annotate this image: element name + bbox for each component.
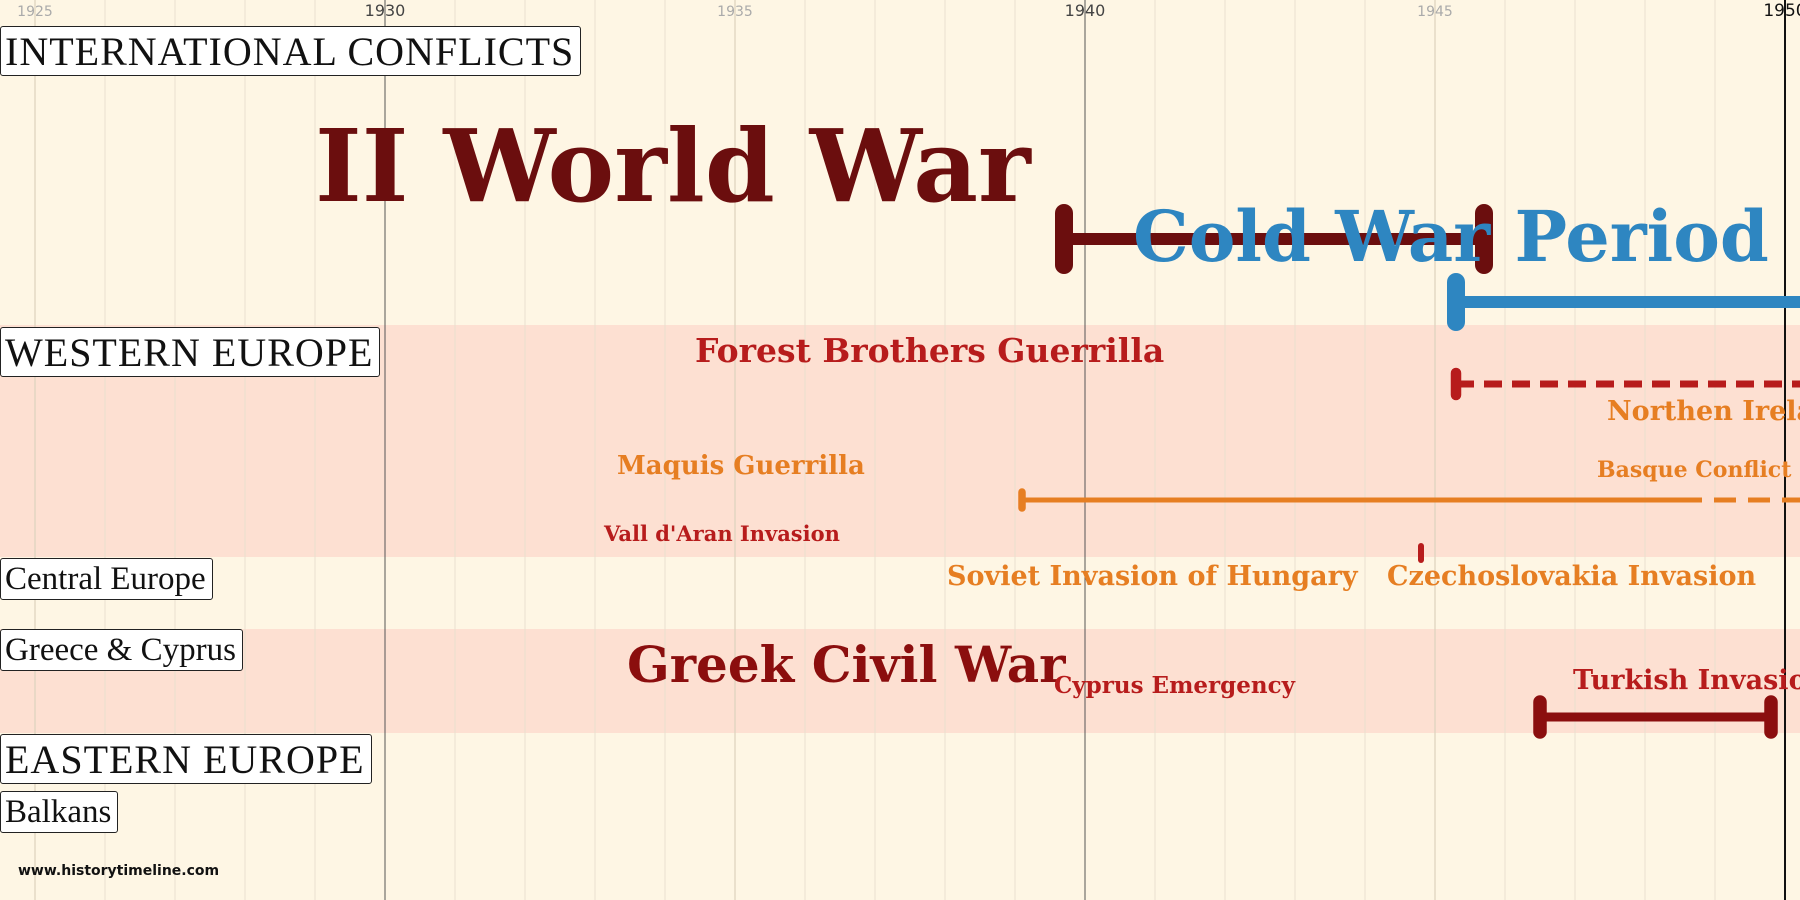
axis-tick-labels: 1925193019351940194519501955196019651970… bbox=[17, 1, 1800, 21]
tick-label-1945: 1945 bbox=[1417, 4, 1453, 20]
event-label-cold-war: Cold War Period bbox=[1133, 195, 1769, 278]
section-label-eastern-europe: EASTERN EUROPE bbox=[0, 734, 372, 784]
event-bars bbox=[1018, 204, 1800, 739]
minor-gridlines bbox=[104, 0, 1716, 900]
event-label-turkish-invasion: Turkish Invasion bbox=[1573, 665, 1800, 696]
event-label-northern-ireland: Northen Ireland bbox=[1607, 396, 1800, 427]
tick-label-1930: 1930 bbox=[365, 1, 406, 20]
event-label-maquis: Maquis Guerrilla bbox=[617, 451, 865, 481]
section-label-international: INTERNATIONAL CONFLICTS bbox=[0, 26, 582, 76]
event-label-basque: Basque Conflict bbox=[1597, 457, 1792, 483]
section-label-western-europe: WESTERN EUROPE bbox=[0, 327, 381, 377]
footer-site-url[interactable]: www.historytimeline.com bbox=[18, 863, 220, 879]
event-label-hungary: Soviet Invasion of Hungary bbox=[947, 561, 1358, 592]
event-label-czechoslovakia: Czechoslovakia Invasion bbox=[1387, 561, 1757, 592]
section-band-greece bbox=[0, 629, 1800, 733]
tick-label-1950: 1950 bbox=[1763, 1, 1800, 21]
section-label-greece-cyprus: Greece & Cyprus bbox=[0, 629, 243, 671]
event-label-greek-civil-war: Greek Civil War bbox=[627, 635, 1066, 694]
event-label-ww2: II World War bbox=[315, 107, 1031, 225]
section-label-central-europe: Central Europe bbox=[0, 558, 213, 600]
section-label-balkans: Balkans bbox=[0, 791, 119, 833]
event-label-forest-brothers: Forest Brothers Guerrilla bbox=[695, 331, 1165, 370]
tick-label-1940: 1940 bbox=[1065, 1, 1106, 20]
section-bands bbox=[0, 325, 1800, 733]
tick-label-1925: 1925 bbox=[17, 4, 53, 20]
event-label-vall-daran: Vall d'Aran Invasion bbox=[604, 521, 840, 546]
event-label-cyprus-emergency: Cyprus Emergency bbox=[1054, 672, 1295, 699]
tick-label-1935: 1935 bbox=[717, 4, 753, 20]
